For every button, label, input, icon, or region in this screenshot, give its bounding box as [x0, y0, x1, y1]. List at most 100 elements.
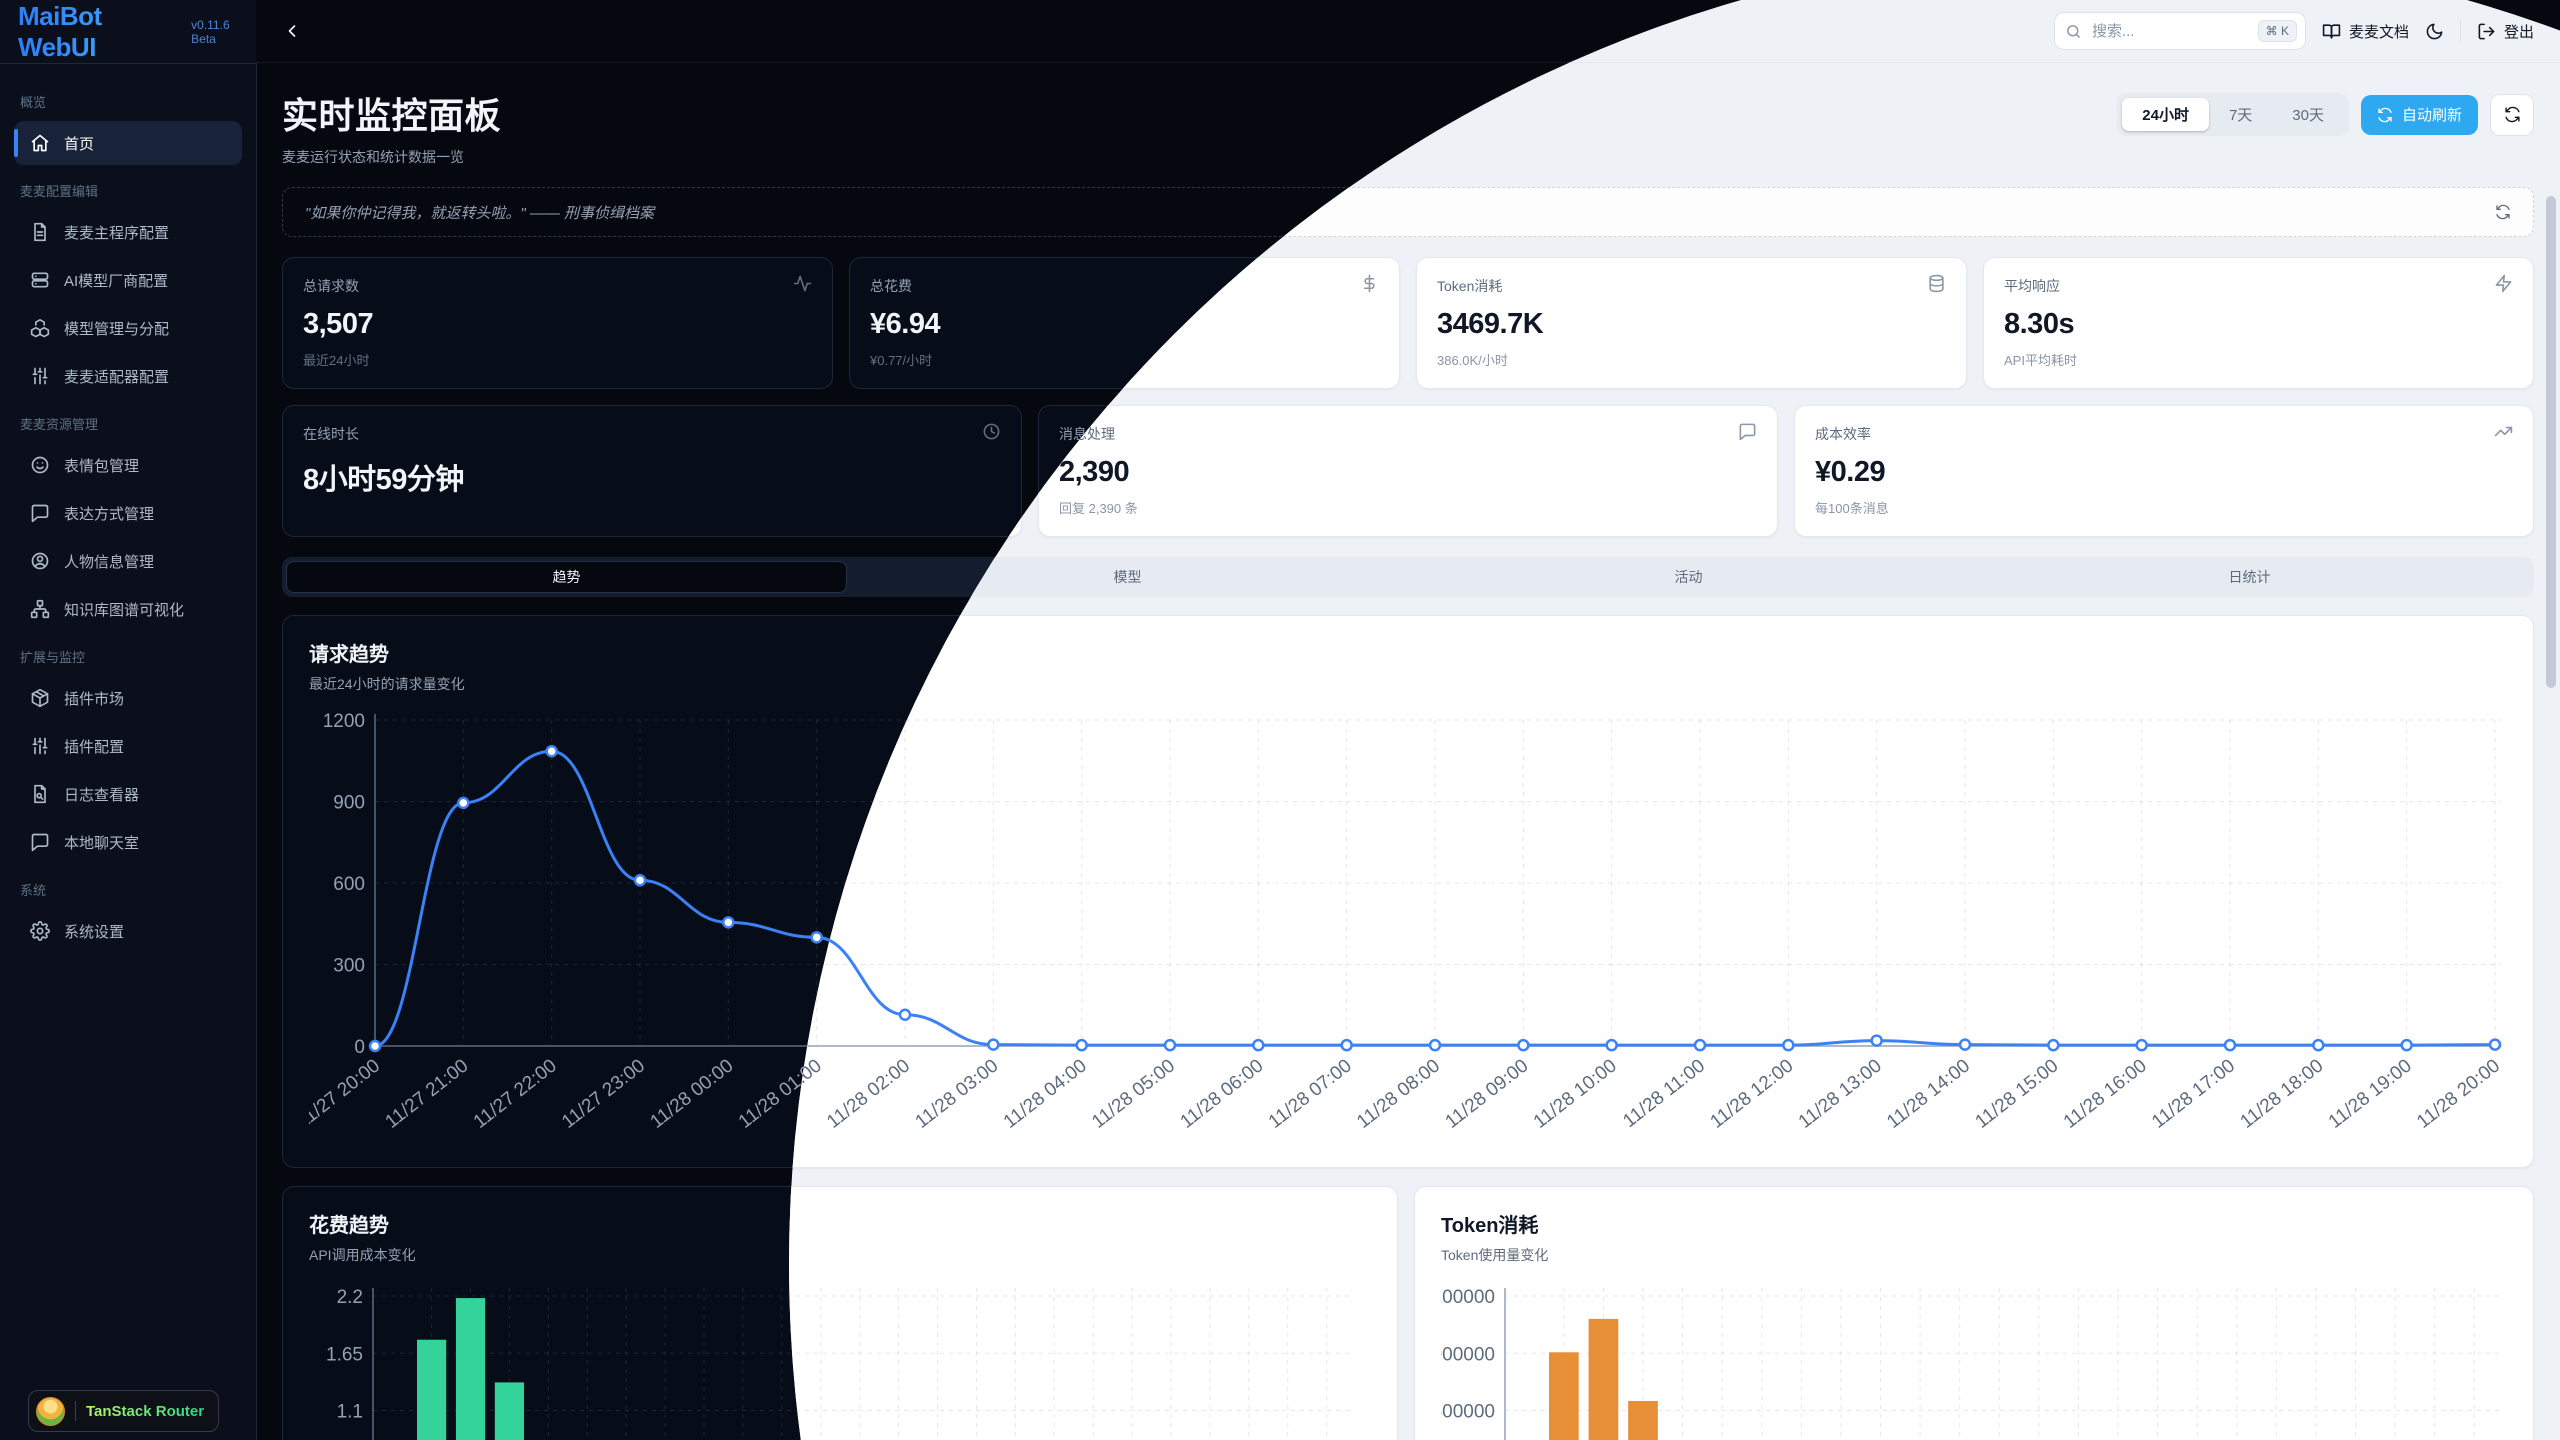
svg-text:1.1: 1.1	[337, 1402, 363, 1423]
smile-icon	[30, 455, 50, 475]
refresh-button[interactable]	[2490, 93, 2534, 136]
chart-title: 请求趋势	[309, 644, 389, 666]
tab-模型[interactable]: 模型	[1113, 569, 1142, 585]
time-range-segmented-control: 24小时 7天 30天	[2117, 93, 2349, 136]
time-range-button[interactable]: 24小时	[2122, 98, 2209, 131]
sidebar-item-label: 麦麦适配器配置	[64, 368, 170, 386]
sidebar-item[interactable]: 日志查看器	[14, 772, 242, 816]
sidebar-item-label: 插件市场	[64, 690, 125, 708]
tab-活动[interactable]: 活动	[1674, 569, 1703, 585]
trending-up-icon	[2494, 422, 2513, 441]
stats-row-1: 总请求数 3,507 最近24小时 总花费 ¥6.94 ¥0.77/小时 Token消耗 34…	[282, 257, 2534, 389]
sidebar: MaiBot WebUI v0.11.6 Beta 概览首页麦麦配置编辑麦麦主程…	[0, 0, 257, 1440]
svg-text:11/28 10:00: 11/28 10:00	[1530, 1055, 1621, 1132]
tanstack-logo-icon	[36, 1396, 65, 1426]
sidebar-item[interactable]: 插件市场	[14, 676, 242, 720]
auto-refresh-button[interactable]: 自动刷新	[2360, 94, 2478, 135]
svg-text:11/27 22:00: 11/27 22:00	[470, 1055, 561, 1132]
zap-icon	[2494, 274, 2513, 293]
svg-text:11/28 20:00: 11/28 20:00	[2413, 1055, 2504, 1132]
message-square-icon	[30, 503, 50, 523]
activity-icon	[793, 274, 812, 293]
dashboard-tabs: 趋势 模型 活动 日统计	[282, 557, 2534, 597]
stat-card-value: ¥0.29	[1815, 456, 1886, 488]
sidebar-section-label: 麦麦配置编辑	[20, 184, 99, 199]
svg-text:11/28 09:00: 11/28 09:00	[1441, 1055, 1532, 1132]
sidebar-item[interactable]: 插件配置	[14, 724, 242, 768]
svg-text:11/28 18:00: 11/28 18:00	[2236, 1055, 2327, 1132]
tab-日统计[interactable]: 日统计	[2228, 569, 2271, 585]
settings-icon	[30, 921, 50, 941]
svg-text:11/28 05:00: 11/28 05:00	[1088, 1055, 1179, 1132]
svg-text:300: 300	[333, 956, 365, 977]
sidebar-item-label: 首页	[64, 135, 95, 153]
sidebar-section-label: 系统	[20, 883, 47, 898]
stat-card-title: 总请求数	[303, 278, 359, 294]
server-icon	[30, 270, 50, 290]
app-title: MaiBot WebUI	[18, 1, 182, 63]
svg-text:900: 900	[333, 793, 365, 814]
sidebar-item[interactable]: 表达方式管理	[14, 491, 242, 535]
sidebar-item[interactable]: 知识库图谱可视化	[14, 587, 242, 631]
page-header: 实时监控面板 麦麦运行状态和统计数据一览 24小时 7天 30天 自动刷新	[282, 87, 2534, 167]
sidebar-item-label: 系统设置	[64, 923, 125, 941]
bottom-charts-row: 花费趋势 API调用成本变化 0.551.11.652.2 Token消耗 To…	[282, 1186, 2534, 1440]
docs-button[interactable]: 麦麦文档	[2322, 21, 2409, 42]
tab-趋势[interactable]: 趋势	[286, 561, 847, 593]
user-circle-icon	[30, 551, 50, 571]
svg-text:11/27 23:00: 11/27 23:00	[558, 1055, 649, 1132]
svg-text:11/28 00:00: 11/28 00:00	[646, 1055, 737, 1132]
sidebar-item[interactable]: 人物信息管理	[14, 539, 242, 583]
refresh-icon	[2504, 106, 2521, 123]
logout-button[interactable]: 登出	[2477, 21, 2534, 42]
sidebar-item[interactable]: 首页	[14, 121, 242, 165]
search-box[interactable]: ⌘ K	[2053, 12, 2306, 50]
svg-text:11/28 02:00: 11/28 02:00	[823, 1055, 914, 1132]
cost-trend-chart-card: 花费趋势 API调用成本变化 0.551.11.652.2	[282, 1186, 1398, 1440]
sidebar-item[interactable]: 模型管理与分配	[14, 306, 242, 350]
theme-toggle-button[interactable]	[2425, 22, 2444, 41]
cost-trend-chart: 0.551.11.652.2	[309, 1275, 1371, 1440]
svg-text:11/27 21:00: 11/27 21:00	[381, 1055, 472, 1132]
vertical-scrollbar[interactable]	[2546, 196, 2556, 688]
sidebar-item[interactable]: 系统设置	[14, 909, 242, 953]
database-icon	[1927, 274, 1946, 293]
refresh-quote-icon[interactable]	[2495, 204, 2511, 220]
page-title: 实时监控面板	[282, 95, 502, 136]
chart-subtitle: Token使用量变化	[1441, 1247, 1549, 1263]
sidebar-section-label: 概览	[20, 95, 47, 110]
docs-label: 麦麦文档	[2348, 23, 2409, 41]
token-usage-chart-card: Token消耗 Token使用量变化 300000600000900000120…	[1414, 1186, 2534, 1440]
moon-icon	[2425, 22, 2444, 41]
sidebar-item[interactable]: 表情包管理	[14, 443, 242, 487]
sidebar-item-label: 知识库图谱可视化	[64, 601, 185, 619]
sidebar-item[interactable]: 本地聊天室	[14, 820, 242, 864]
svg-text:1200: 1200	[323, 711, 365, 732]
clock-icon	[982, 422, 1001, 441]
svg-text:600000: 600000	[1441, 1402, 1495, 1423]
time-range-button[interactable]: 7天	[2228, 107, 2253, 124]
time-range-button[interactable]: 30天	[2292, 107, 2324, 124]
stat-card: 总请求数 3,507 最近24小时	[282, 257, 833, 389]
sidebar-item[interactable]: 麦麦主程序配置	[14, 210, 242, 254]
chart-subtitle: API调用成本变化	[309, 1247, 416, 1263]
back-button[interactable]	[282, 16, 312, 46]
svg-text:11/28 06:00: 11/28 06:00	[1176, 1055, 1267, 1132]
search-input[interactable]	[2089, 21, 2250, 41]
sidebar-item[interactable]: 麦麦适配器配置	[14, 354, 242, 398]
svg-text:11/27 20:00: 11/27 20:00	[309, 1055, 384, 1132]
sidebar-section-label: 麦麦资源管理	[20, 417, 99, 432]
page-subtitle: 麦麦运行状态和统计数据一览	[282, 149, 464, 165]
sidebar-item-label: 麦麦主程序配置	[64, 224, 170, 242]
svg-text:600: 600	[333, 874, 365, 895]
tanstack-router-badge[interactable]: TanStack Router	[28, 1390, 220, 1432]
svg-text:11/28 19:00: 11/28 19:00	[2325, 1055, 2416, 1132]
chart-subtitle: 最近24小时的请求量变化	[309, 676, 465, 692]
svg-text:11/28 04:00: 11/28 04:00	[1000, 1055, 1091, 1132]
svg-text:11/28 07:00: 11/28 07:00	[1265, 1055, 1356, 1132]
package-icon	[30, 688, 50, 708]
sidebar-item[interactable]: AI模型厂商配置	[14, 258, 242, 302]
stat-card-subtitle: API平均耗时	[2004, 353, 2077, 368]
stat-card-value: 8小时59分钟	[303, 464, 464, 496]
